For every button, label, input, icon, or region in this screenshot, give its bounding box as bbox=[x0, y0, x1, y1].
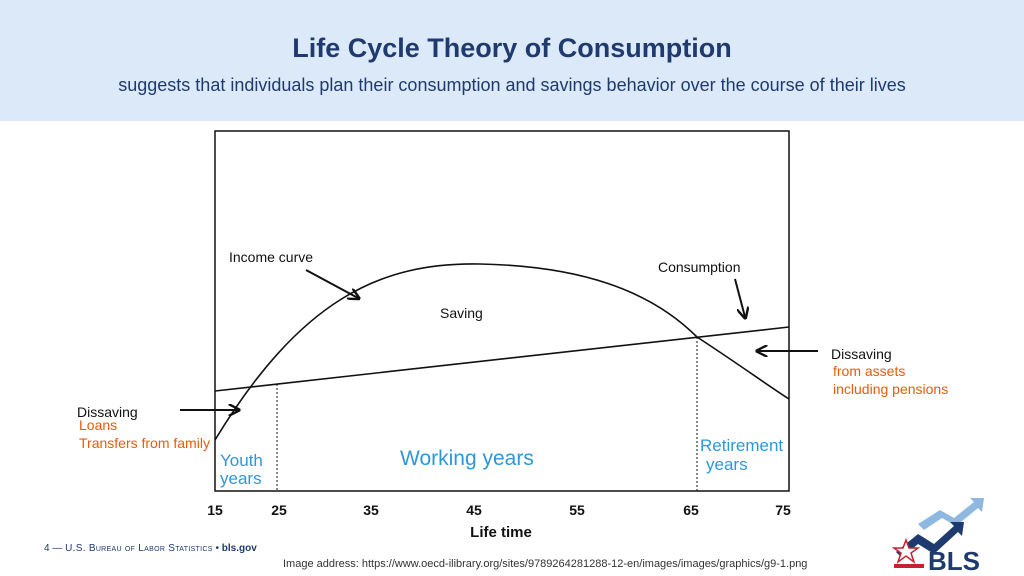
from-assets-annotation: from assets bbox=[833, 363, 906, 379]
logo-red-stripe bbox=[894, 564, 924, 568]
tick-label: 25 bbox=[271, 502, 287, 518]
logo-light-arrow bbox=[918, 498, 984, 530]
plot-frame bbox=[214, 130, 790, 492]
dissaving-right-label: Dissaving bbox=[831, 346, 892, 362]
x-axis-label: Life time bbox=[470, 524, 532, 541]
tick-label: 65 bbox=[683, 502, 699, 518]
tick-label: 35 bbox=[363, 502, 379, 518]
footer-dash: — bbox=[52, 543, 63, 554]
agency-name: U.S. Bureau of Labor Statistics bbox=[65, 543, 213, 554]
x-axis-ticks: 15 25 35 45 55 65 75 bbox=[207, 502, 791, 518]
logo-text: BLS bbox=[928, 546, 980, 574]
pensions-annotation: including pensions bbox=[833, 381, 949, 397]
youth-years-label: years bbox=[220, 469, 262, 488]
saving-label: Saving bbox=[440, 305, 483, 321]
transfers-annotation: Transfers from family bbox=[79, 435, 210, 451]
working-years-label: Working years bbox=[400, 447, 534, 470]
consumption-arrow bbox=[734, 278, 745, 317]
tick-label: 15 bbox=[207, 502, 223, 518]
footer-bullet: • bbox=[215, 543, 219, 554]
tick-label: 55 bbox=[569, 502, 585, 518]
header-banner: Life Cycle Theory of Consumption suggest… bbox=[0, 0, 1024, 121]
consumption-label: Consumption bbox=[658, 259, 741, 275]
retirement-years-label: years bbox=[706, 455, 748, 474]
tick-label: 75 bbox=[775, 502, 791, 518]
bls-logo: BLS bbox=[891, 498, 984, 574]
income-curve-label: Income curve bbox=[229, 249, 313, 265]
image-address: Image address: https://www.oecd-ilibrary… bbox=[283, 558, 808, 570]
logo-star-icon bbox=[891, 537, 921, 565]
consumption-line bbox=[214, 326, 790, 392]
income-curve-arrow bbox=[305, 269, 358, 298]
footer-agency: 4 — U.S. Bureau of Labor Statistics • bl… bbox=[44, 543, 257, 554]
page-title: Life Cycle Theory of Consumption bbox=[292, 33, 732, 63]
page-number: 4 bbox=[44, 543, 50, 554]
retirement-label: Retirement bbox=[700, 436, 784, 455]
page-subtitle: suggests that individuals plan their con… bbox=[118, 75, 906, 95]
dissaving-left-label: Dissaving bbox=[77, 404, 138, 420]
tick-label: 45 bbox=[466, 502, 482, 518]
income-curve bbox=[214, 263, 790, 441]
loans-annotation: Loans bbox=[79, 417, 118, 433]
youth-label: Youth bbox=[220, 451, 263, 470]
site-link[interactable]: bls.gov bbox=[221, 543, 257, 554]
